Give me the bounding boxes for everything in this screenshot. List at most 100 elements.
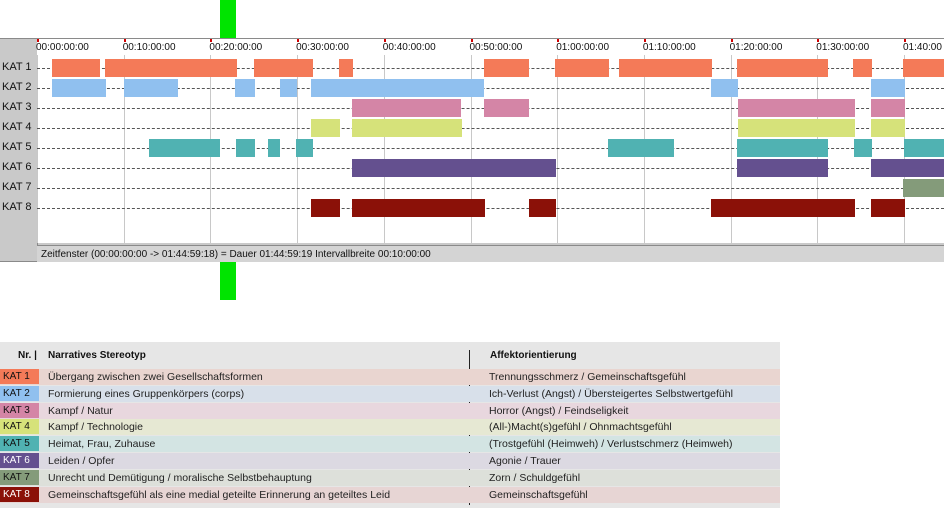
legend-row: KAT 1 Übergang zwischen zwei Gesellschaft… bbox=[0, 369, 780, 385]
timeline-segment[interactable] bbox=[52, 79, 106, 97]
tick-label: 00:50:00:00 bbox=[469, 42, 523, 53]
timeline-segment[interactable] bbox=[871, 159, 944, 177]
legend-stereotyp: Kampf / Technologie bbox=[48, 421, 143, 434]
legend-category-swatch: KAT 6 bbox=[0, 453, 39, 468]
row-label: KAT 7 bbox=[2, 181, 32, 193]
legend-affekt: (All-)Macht(s)gefühl / Ohnmachtsgefühl bbox=[489, 421, 672, 434]
timeline-segment[interactable] bbox=[737, 159, 828, 177]
timeline-segment[interactable] bbox=[619, 59, 712, 77]
playhead-marker-top[interactable] bbox=[220, 0, 236, 38]
timeline-segment[interactable] bbox=[529, 199, 556, 217]
legend-affekt: Horror (Angst) / Feindseligkeit bbox=[489, 404, 629, 417]
timeline-segment[interactable] bbox=[555, 59, 609, 77]
legend-category-swatch: KAT 8 bbox=[0, 486, 39, 502]
timeline-segment[interactable] bbox=[296, 139, 313, 157]
timeline-segment[interactable] bbox=[235, 79, 255, 97]
legend-stereotyp: Leiden / Opfer bbox=[48, 455, 115, 467]
legend-affekt: Gemeinschaftsgefühl bbox=[489, 488, 588, 501]
timeline-segment[interactable] bbox=[871, 79, 905, 97]
tick-marker bbox=[557, 39, 560, 42]
legend-row: KAT 3 Kampf / Natur Horror (Angst) / Feind… bbox=[0, 402, 780, 419]
grid-line bbox=[383, 55, 385, 243]
timeline-segment[interactable] bbox=[268, 139, 280, 157]
timeline-segment[interactable] bbox=[484, 99, 529, 117]
tick-label: 01:30:00:00 bbox=[816, 42, 870, 53]
tick-marker bbox=[643, 39, 646, 42]
row-label: KAT 1 bbox=[2, 61, 32, 73]
tick-marker bbox=[904, 39, 906, 42]
tick-marker bbox=[37, 39, 39, 42]
timeline-segment[interactable] bbox=[608, 139, 674, 157]
tick-label: 01:00:00:00 bbox=[556, 42, 610, 53]
timeline-segment[interactable] bbox=[311, 79, 484, 97]
timeline-segment[interactable] bbox=[352, 119, 462, 137]
timeline-segment[interactable] bbox=[711, 79, 738, 97]
legend-stereotyp: Kampf / Natur bbox=[48, 404, 113, 417]
timeline-segment[interactable] bbox=[904, 139, 944, 157]
legend-category-swatch: KAT 1 bbox=[0, 369, 39, 384]
grid-line bbox=[123, 55, 125, 243]
tick-label: 00:30:00:00 bbox=[296, 42, 349, 53]
tick-marker bbox=[730, 39, 733, 42]
tick-label: 00:00:00:00 bbox=[36, 42, 89, 53]
tick-marker bbox=[123, 39, 126, 42]
row-label: KAT 3 bbox=[2, 101, 32, 113]
timeline-segment[interactable] bbox=[352, 159, 556, 177]
timeline-segment[interactable] bbox=[124, 79, 178, 97]
timeline-segment[interactable] bbox=[711, 199, 855, 217]
row-baseline bbox=[37, 208, 944, 209]
row-label: KAT 8 bbox=[2, 201, 32, 213]
legend-header-stereotyp: Narratives Stereotyp bbox=[48, 350, 146, 361]
legend-category-swatch: KAT 5 bbox=[0, 436, 39, 452]
timeline-segment[interactable] bbox=[339, 59, 353, 77]
grid-line bbox=[557, 55, 559, 243]
timeline-segment[interactable] bbox=[853, 59, 872, 77]
legend-category-swatch: KAT 2 bbox=[0, 385, 39, 401]
status-text: Zeitfenster (00:00:00:00 -> 01:44:59:18)… bbox=[41, 249, 431, 260]
legend-affekt: Zorn / Schuldgefühl bbox=[489, 471, 581, 484]
legend-row: KAT 8 Gemeinschaftsgefühl als eine medial… bbox=[0, 486, 780, 503]
status-bar: Zeitfenster (00:00:00:00 -> 01:44:59:18)… bbox=[37, 245, 944, 262]
timeline-segment[interactable] bbox=[871, 99, 905, 117]
timeline-segment[interactable] bbox=[737, 59, 828, 77]
legend-header-nr: Nr. | bbox=[18, 350, 37, 361]
timeline-segment[interactable] bbox=[871, 199, 905, 217]
tick-marker bbox=[383, 39, 386, 42]
timeline-segment[interactable] bbox=[737, 139, 828, 157]
timeline-segment[interactable] bbox=[311, 119, 340, 137]
time-ruler[interactable]: 00:00:00:00 00:10:00:00 00:20:00:00 00:30:0… bbox=[36, 39, 944, 56]
timeline-segment[interactable] bbox=[236, 139, 255, 157]
legend-category-swatch: KAT 4 bbox=[0, 419, 39, 435]
legend-stereotyp: Heimat, Frau, Zuhause bbox=[48, 438, 156, 451]
legend-affekt: Ich-Verlust (Angst) / Übersteigertes Sel… bbox=[489, 387, 733, 400]
tick-label: 00:40:00:00 bbox=[382, 42, 436, 53]
playhead-marker-bottom[interactable] bbox=[220, 262, 236, 300]
timeline-segment[interactable] bbox=[871, 119, 905, 137]
timeline-segment[interactable] bbox=[903, 179, 944, 197]
timeline-segment[interactable] bbox=[854, 139, 872, 157]
row-label: KAT 2 bbox=[2, 81, 32, 93]
tick-marker bbox=[297, 39, 300, 42]
timeline-segment[interactable] bbox=[149, 139, 220, 157]
tick-label: 01:10:00:00 bbox=[642, 42, 696, 53]
timeline-segment[interactable] bbox=[903, 59, 944, 77]
timeline-segment[interactable] bbox=[352, 199, 485, 217]
timeline-segment[interactable] bbox=[254, 59, 313, 77]
timeline-segment[interactable] bbox=[280, 79, 297, 97]
legend-stereotyp: Formierung eines Gruppenkörpers (corps) bbox=[48, 387, 245, 400]
timeline-segment[interactable] bbox=[738, 119, 855, 137]
timeline-segment[interactable] bbox=[738, 99, 855, 117]
row-label: KAT 6 bbox=[2, 161, 32, 173]
grid-line bbox=[37, 55, 38, 243]
timeline-segment[interactable] bbox=[105, 59, 237, 77]
timeline-chart-area[interactable] bbox=[37, 55, 944, 243]
timeline-segment[interactable] bbox=[311, 199, 340, 217]
timeline-segment[interactable] bbox=[352, 99, 461, 117]
timeline-segment[interactable] bbox=[484, 59, 529, 77]
row-label-column: KAT 1 KAT 2 KAT 3 KAT 4 KAT 5 KAT 6 KAT 7 KAT 8 bbox=[0, 39, 38, 261]
legend-affekt: Agonie / Trauer bbox=[489, 455, 561, 467]
row-label: KAT 5 bbox=[2, 141, 32, 153]
grid-line bbox=[470, 55, 472, 243]
timeline-segment[interactable] bbox=[52, 59, 100, 77]
legend-stereotyp: Unrecht und Demütigung / moralische Selb… bbox=[48, 471, 312, 484]
